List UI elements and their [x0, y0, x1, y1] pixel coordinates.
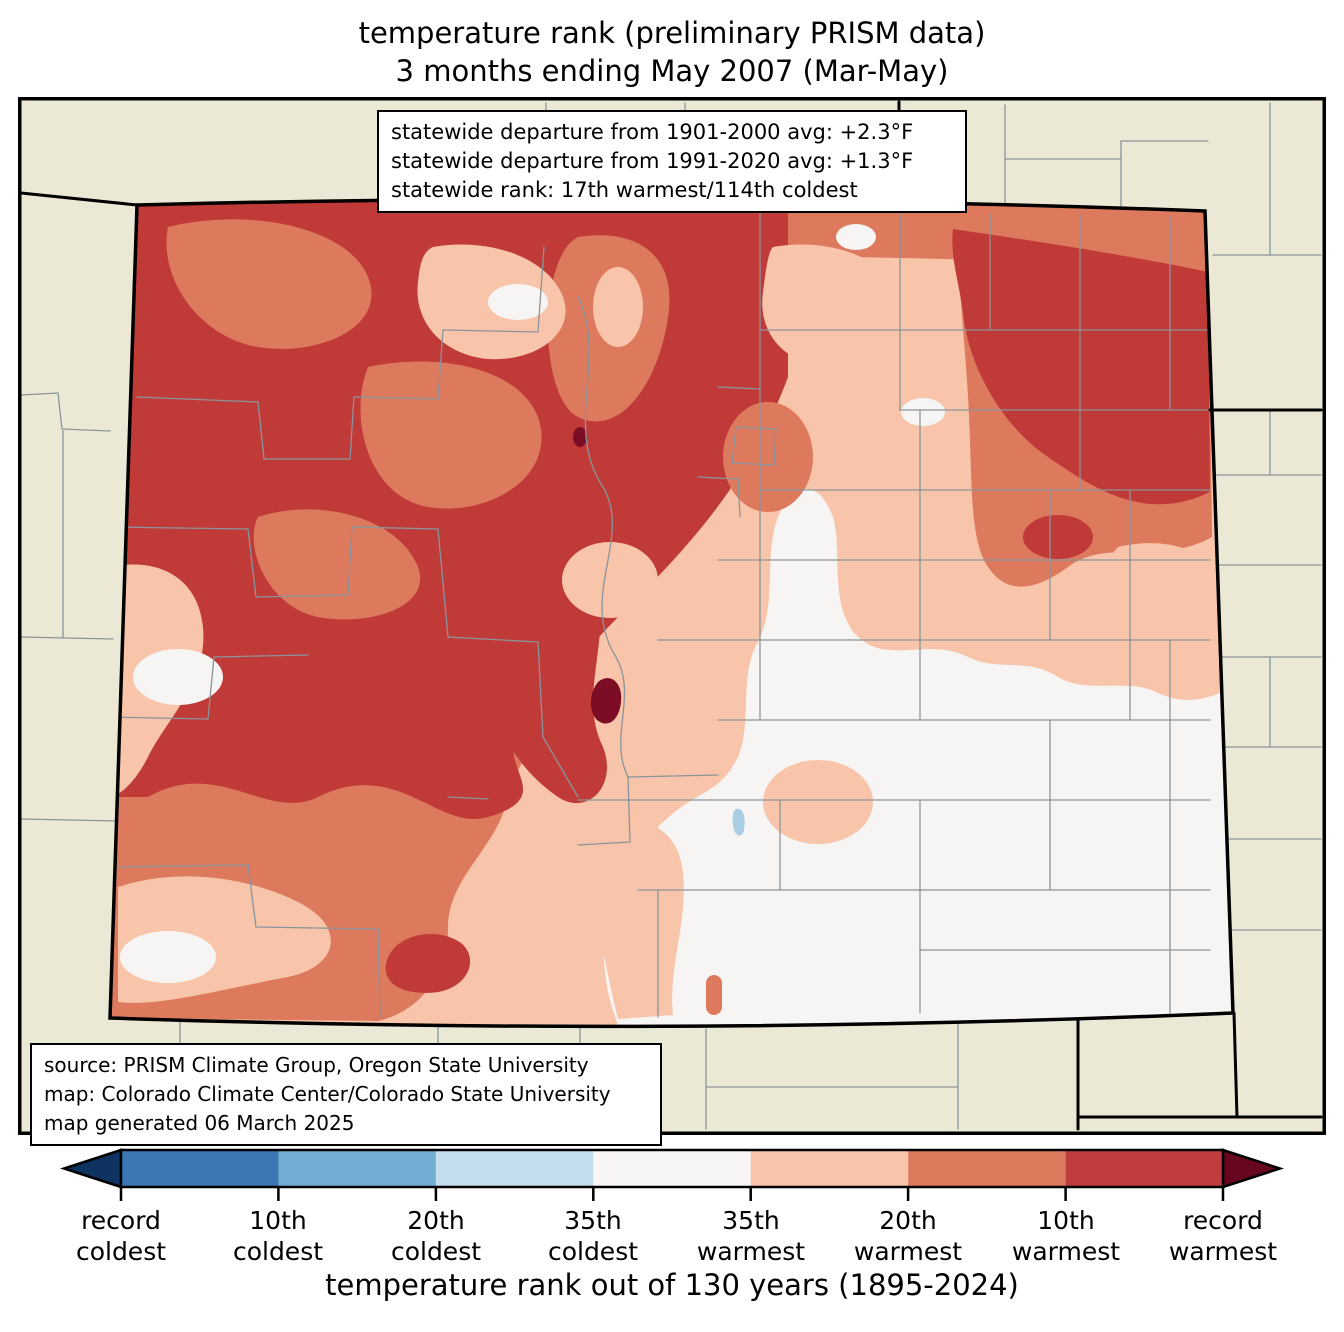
- rank-region-red-central: [458, 455, 607, 804]
- rank-patch-peach: [593, 267, 643, 347]
- rank-patch-salmon: [723, 402, 813, 512]
- colorbar-segment: [1065, 1150, 1223, 1187]
- rank-patch-peach: [596, 821, 684, 1019]
- colorbar: [59, 1148, 1285, 1201]
- colorbar-tick-label: 35th coldest: [547, 1206, 639, 1266]
- county-line: [717, 386, 761, 390]
- state-border-line: [19, 191, 139, 207]
- colorbar-tick-label: record coldest: [75, 1206, 167, 1266]
- rank-spot-maroon: [590, 678, 622, 724]
- title-line-1: temperature rank (preliminary PRISM data…: [358, 16, 986, 50]
- county-line: [110, 864, 381, 1018]
- colorbar-tick-label: record warmest: [1168, 1206, 1278, 1266]
- title-line-2: 3 months ending May 2007 (Mar-May): [395, 54, 949, 88]
- county-line: [110, 654, 309, 720]
- stats-line-3: statewide rank: 17th warmest/114th colde…: [391, 178, 858, 202]
- rank-patch-peach: [1106, 543, 1213, 643]
- rank-region-white-southeast: [603, 488, 1233, 1027]
- colorbar-segment: [908, 1150, 1066, 1187]
- colorbar-left-arrow: [59, 1148, 123, 1189]
- state-border-line: [1232, 1011, 1239, 1119]
- county-line: [136, 396, 351, 460]
- colorbar-segment: [121, 1150, 279, 1187]
- county-line: [437, 528, 579, 798]
- colorbar-legend: record coldest 10th coldest 20th coldest…: [0, 1144, 1344, 1332]
- colorbar-axis-label: temperature rank out of 130 years (1895-…: [325, 1268, 1019, 1302]
- colorbar-segment: [278, 1150, 436, 1187]
- rank-patch-peach: [762, 244, 900, 367]
- colorbar-right-arrow: [1221, 1148, 1285, 1189]
- rank-patch-white: [836, 224, 876, 250]
- rank-spot-lightblue: [732, 808, 745, 836]
- rank-spot-red: [1023, 515, 1093, 559]
- figure-title: temperature rank (preliminary PRISM data…: [0, 14, 1344, 90]
- stats-line-1: statewide departure from 1901-2000 avg: …: [391, 120, 914, 144]
- colorado-rank-map: [18, 97, 1326, 1135]
- county-line: [20, 636, 114, 640]
- rank-patch-white: [120, 931, 216, 983]
- source-box: source: PRISM Climate Group, Oregon Stat…: [30, 1043, 662, 1146]
- colorbar-tick-label: 20th warmest: [853, 1206, 963, 1266]
- source-line-2: map: Colorado Climate Center/Colorado St…: [44, 1082, 611, 1106]
- colorbar-tick-label: 10th warmest: [1011, 1206, 1121, 1266]
- colorbar-segment: [435, 1150, 594, 1187]
- county-line: [349, 329, 539, 460]
- stats-box: statewide departure from 1901-2000 avg: …: [377, 110, 967, 213]
- colorbar-tick-label: 35th warmest: [696, 1206, 806, 1266]
- colorbar-tick-label: 20th coldest: [390, 1206, 482, 1266]
- county-line: [537, 246, 545, 333]
- county-line: [577, 776, 631, 846]
- colorbar-segment: [750, 1150, 909, 1187]
- rank-raster: [110, 199, 1233, 1027]
- rank-region-red-northeast-corner: [952, 229, 1210, 505]
- county-line: [110, 526, 439, 598]
- rank-spot-salmon-south: [706, 975, 722, 1015]
- rank-patch-peach: [562, 542, 658, 618]
- map-frame: [18, 97, 1326, 1135]
- colorbar-segment: [593, 1150, 751, 1187]
- source-line-3: map generated 06 March 2025: [44, 1111, 355, 1135]
- county-line: [20, 392, 111, 432]
- county-line: [697, 476, 741, 518]
- colorbar-outline: [119, 1148, 1225, 1189]
- rank-patch-white: [133, 649, 223, 705]
- rank-patch-white: [901, 398, 945, 426]
- colorbar-tick-label: 10th coldest: [232, 1206, 324, 1266]
- source-line-1: source: PRISM Climate Group, Oregon Stat…: [44, 1053, 589, 1077]
- colorado-county-lines: [110, 211, 1211, 1018]
- rank-patch-salmon: [166, 219, 372, 349]
- map-panel: statewide departure from 1901-2000 avg: …: [18, 97, 1326, 1146]
- rank-patch-white: [488, 284, 548, 320]
- stats-line-2: statewide departure from 1991-2020 avg: …: [391, 149, 914, 173]
- county-line: [731, 426, 777, 466]
- rank-spot-red-southwest: [385, 934, 471, 993]
- county-line: [577, 296, 719, 778]
- rank-patch-peach: [763, 760, 873, 844]
- rank-patch-salmon: [253, 509, 421, 620]
- rank-spot-maroon: [573, 427, 587, 447]
- colorbar-ticks: [119, 1187, 1225, 1201]
- county-line: [447, 796, 489, 800]
- county-line: [20, 818, 119, 822]
